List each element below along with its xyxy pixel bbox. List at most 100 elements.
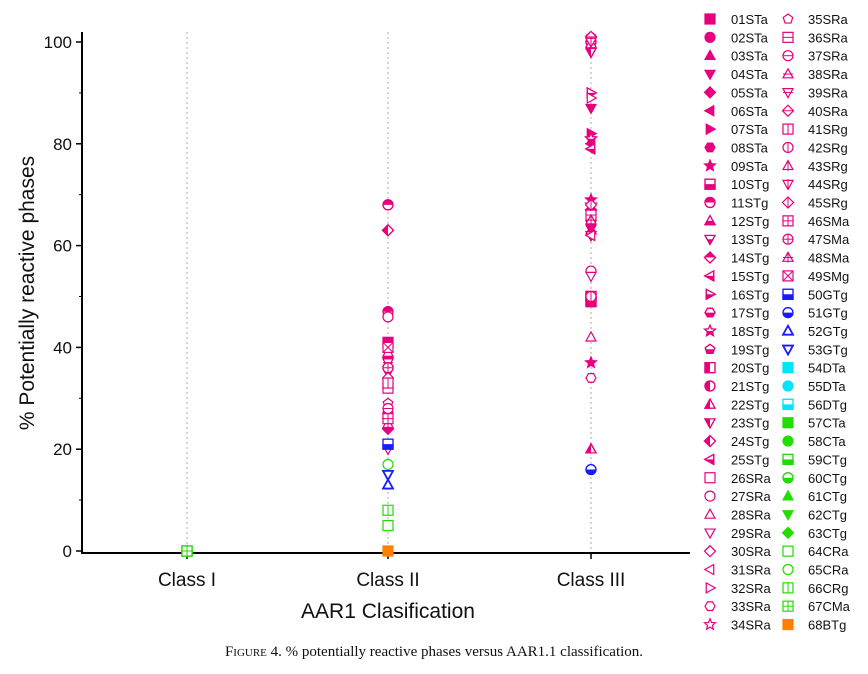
legend-marker <box>782 582 794 594</box>
data-point-51GTg-1 <box>585 463 597 476</box>
legend-item-55DTa: 55DTa <box>782 379 846 394</box>
legend-marker <box>782 288 794 300</box>
data-point-18STg-1 <box>584 131 598 145</box>
legend-marker <box>782 141 794 154</box>
data-point-04STa-2 <box>584 103 598 115</box>
legend-marker <box>781 67 795 79</box>
x-tick-label: Class I <box>158 570 216 591</box>
x-tick-label: Class III <box>557 570 626 591</box>
legend-marker <box>704 472 716 484</box>
legend-marker <box>704 490 716 502</box>
y-tick-label: 20 <box>53 440 72 459</box>
legend-marker <box>703 323 717 337</box>
legend-item-11STg: 11STg <box>704 196 768 211</box>
legend-marker <box>782 233 794 245</box>
legend-label: 36SRa <box>808 30 849 45</box>
legend-label: 30SRa <box>731 544 772 559</box>
data-point-24STg-1 <box>381 223 395 237</box>
legend-label: 40SRa <box>808 104 849 119</box>
legend-label: 15STg <box>731 269 769 284</box>
legend-label: 19STg <box>731 342 769 357</box>
legend-item-67CMa: 67CMa <box>782 599 851 614</box>
data-point-50GTg-1 <box>382 438 394 450</box>
legend-label: 57CTa <box>808 416 846 431</box>
legend-item-06STa: 06STa <box>703 104 769 119</box>
x-axis-label: AAR1 Clasification <box>301 600 475 623</box>
legend-item-27SRa: 27SRa <box>704 489 772 504</box>
data-point-66CRg-1 <box>382 504 394 516</box>
legend-marker <box>782 270 794 282</box>
legend-marker <box>781 526 795 540</box>
data-point-49SMg-1 <box>382 341 394 353</box>
legend-label: 37SRa <box>808 49 849 64</box>
data-point-37SRa-1 <box>382 402 394 415</box>
legend-label: 55DTa <box>808 379 846 394</box>
legend-item-64CRa: 64CRa <box>782 544 849 559</box>
legend-marker <box>705 581 717 594</box>
legend-label: 35SRa <box>808 12 849 27</box>
legend-item-25STg: 25STg <box>703 452 769 467</box>
legend-label: 04STa <box>731 67 769 82</box>
legend-marker <box>703 563 715 576</box>
legend-marker <box>703 86 717 99</box>
data-point-31SRa-1 <box>584 229 596 242</box>
legend-item-14STg: 14STg <box>703 251 769 266</box>
data-point-11STg-1 <box>382 199 394 211</box>
data-point-53GTg-1 <box>381 469 395 482</box>
legend-item-52GTg: 52GTg <box>781 323 848 339</box>
y-tick-label: 0 <box>63 542 72 561</box>
figure-caption: Figure 4. % potentially reactive phases … <box>0 644 868 661</box>
legend-marker <box>781 344 795 357</box>
legend-marker <box>705 123 717 136</box>
legend-label: 47SMa <box>808 232 850 247</box>
legend-item-60CTg: 60CTg <box>782 471 847 486</box>
legend-label: 08STa <box>731 140 769 155</box>
legend-item-04STa: 04STa <box>703 67 769 82</box>
legend-marker <box>703 434 717 448</box>
legend-item-34SRa: 34SRa <box>703 617 772 633</box>
legend-marker <box>704 307 716 318</box>
legend-label: 17STg <box>731 306 769 321</box>
legend-item-61CTg: 61CTg <box>781 489 847 504</box>
legend-marker <box>782 398 794 410</box>
legend-label: 44SRg <box>808 177 848 192</box>
legend-label: 21STg <box>731 379 769 394</box>
legend-item-16STg: 16STg <box>705 287 769 302</box>
legend-item-62CTg: 62CTg <box>781 507 847 522</box>
legend-marker <box>704 13 716 25</box>
legend-item-38SRa: 38SRa <box>781 67 849 82</box>
data-point-45SRg-1 <box>584 198 598 212</box>
legend-marker <box>703 251 717 264</box>
data-point-23STg-1 <box>584 47 598 59</box>
legend-marker <box>781 323 795 336</box>
legend-label: 01STa <box>731 12 769 27</box>
legend-marker <box>703 269 715 282</box>
legend-item-18STg: 18STg <box>703 323 769 339</box>
legend-label: 59CTg <box>808 452 847 467</box>
y-tick-label: 100 <box>44 33 72 52</box>
legend-item-28SRa: 28SRa <box>703 507 772 522</box>
legend-item-13STg: 13STg <box>703 232 769 247</box>
legend-item-05STa: 05STa <box>703 85 769 100</box>
legend-label: 62CTg <box>808 507 847 522</box>
legend-label: 50GTg <box>808 287 848 302</box>
legend-label: 10STg <box>731 177 769 192</box>
legend-item-41SRg: 41SRg <box>782 122 848 137</box>
legend-marker <box>782 50 794 62</box>
legend-marker <box>781 88 795 99</box>
legend-label: 32SRa <box>731 581 772 596</box>
legend-marker <box>704 178 716 190</box>
y-ticks: 0 20 40 60 80 100 <box>44 33 82 561</box>
legend-label: 43SRg <box>808 159 848 174</box>
legend-label: 24STg <box>731 434 769 449</box>
legend-item-15STg: 15STg <box>703 269 769 284</box>
legend-label: 09STa <box>731 159 769 174</box>
data-point-67CMa-1 <box>181 545 193 557</box>
legend-label: 16STg <box>731 287 769 302</box>
legend-item-68BTg: 68BTg <box>782 618 846 633</box>
figure-label: Figure 4. <box>224 644 282 660</box>
data-point-46SMa-1 <box>382 413 394 425</box>
legend-item-53GTg: 53GTg <box>781 342 848 357</box>
legend-label: 02STa <box>731 30 769 45</box>
legend-label: 46SMa <box>808 214 850 229</box>
